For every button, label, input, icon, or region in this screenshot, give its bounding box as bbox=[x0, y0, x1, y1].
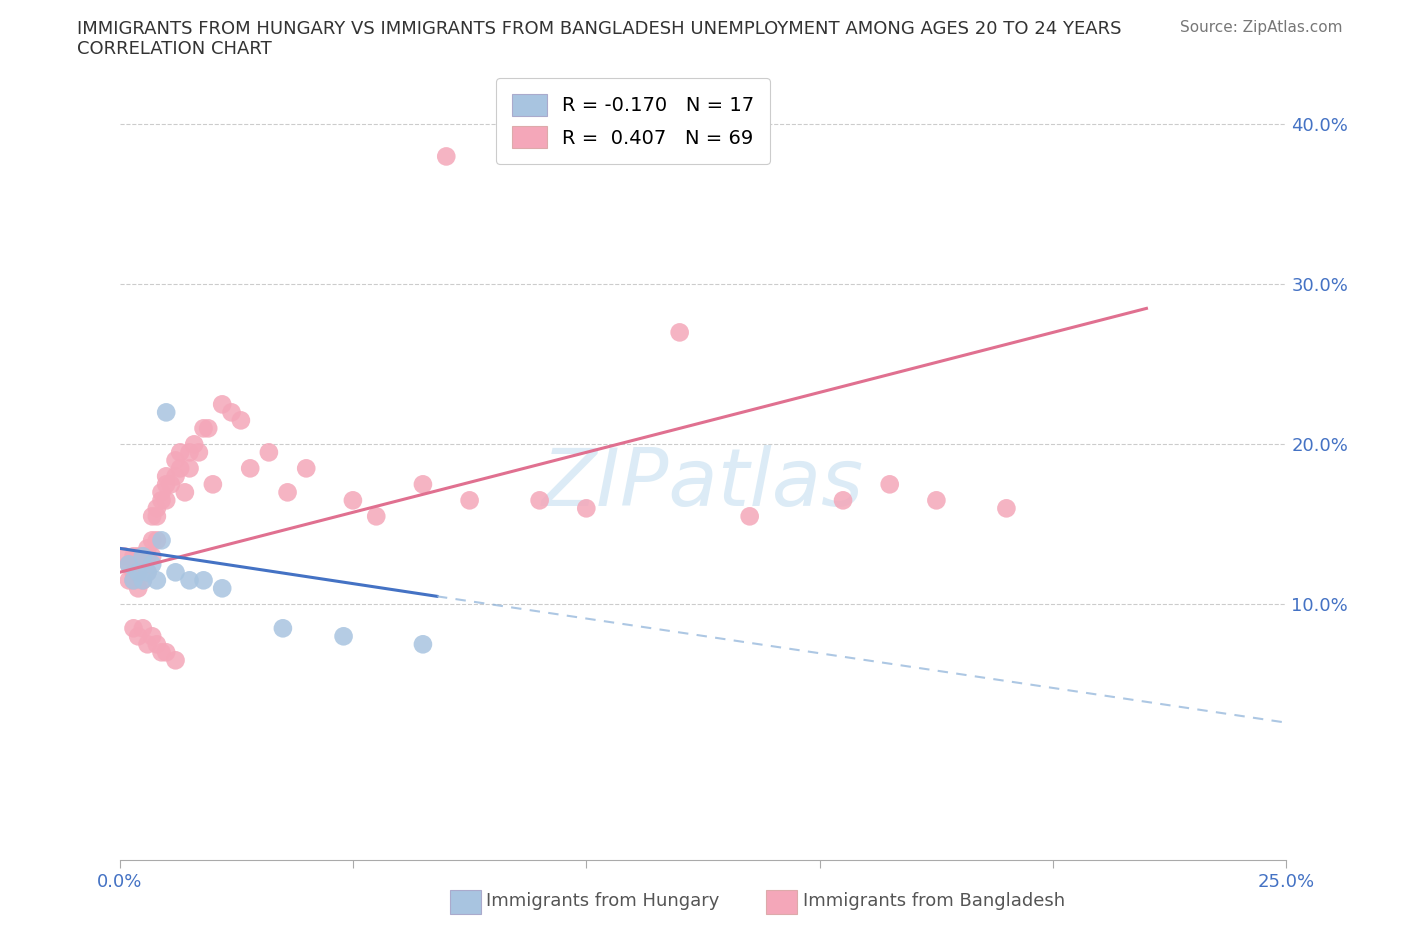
Point bbox=[155, 405, 177, 419]
Point bbox=[127, 629, 149, 644]
Text: CORRELATION CHART: CORRELATION CHART bbox=[77, 40, 273, 58]
Point bbox=[239, 461, 262, 476]
Point bbox=[879, 477, 901, 492]
Point bbox=[412, 637, 434, 652]
Point bbox=[179, 445, 201, 459]
Point bbox=[193, 573, 215, 588]
Point bbox=[211, 581, 233, 596]
Point bbox=[271, 621, 294, 636]
Point bbox=[118, 557, 141, 572]
Point bbox=[173, 485, 195, 499]
Point bbox=[112, 549, 135, 564]
Point bbox=[155, 644, 177, 659]
Text: Immigrants from Bangladesh: Immigrants from Bangladesh bbox=[803, 892, 1064, 910]
Point bbox=[529, 493, 551, 508]
Point bbox=[132, 573, 155, 588]
Point bbox=[412, 477, 434, 492]
Point bbox=[127, 581, 149, 596]
Point bbox=[332, 629, 354, 644]
Point bbox=[150, 533, 173, 548]
Point bbox=[169, 445, 191, 459]
Point bbox=[668, 325, 690, 339]
Point bbox=[925, 493, 948, 508]
Point bbox=[183, 437, 205, 452]
Text: IMMIGRANTS FROM HUNGARY VS IMMIGRANTS FROM BANGLADESH UNEMPLOYMENT AMONG AGES 20: IMMIGRANTS FROM HUNGARY VS IMMIGRANTS FR… bbox=[77, 20, 1122, 38]
Point bbox=[122, 573, 145, 588]
Point bbox=[366, 509, 388, 524]
Text: ZIPatlas: ZIPatlas bbox=[541, 445, 865, 524]
Point bbox=[342, 493, 364, 508]
Point bbox=[211, 397, 233, 412]
Point bbox=[193, 421, 215, 436]
Point bbox=[122, 549, 145, 564]
Point bbox=[132, 549, 155, 564]
Point bbox=[434, 149, 457, 164]
Point bbox=[141, 509, 163, 524]
Point bbox=[179, 461, 201, 476]
Point bbox=[127, 565, 149, 579]
Point bbox=[165, 469, 187, 484]
Text: Immigrants from Hungary: Immigrants from Hungary bbox=[486, 892, 720, 910]
Point bbox=[832, 493, 855, 508]
Point bbox=[155, 477, 177, 492]
Point bbox=[141, 549, 163, 564]
Point bbox=[132, 557, 155, 572]
Point bbox=[169, 461, 191, 476]
Point bbox=[146, 509, 169, 524]
Point bbox=[127, 549, 149, 564]
Point bbox=[165, 653, 187, 668]
Point bbox=[146, 637, 169, 652]
Point bbox=[127, 557, 149, 572]
Point bbox=[257, 445, 280, 459]
Point bbox=[146, 501, 169, 516]
Point bbox=[118, 557, 141, 572]
Point bbox=[155, 493, 177, 508]
Point bbox=[150, 493, 173, 508]
Point bbox=[136, 565, 159, 579]
Point bbox=[122, 621, 145, 636]
Point bbox=[122, 573, 145, 588]
Point bbox=[575, 501, 598, 516]
Point bbox=[132, 565, 155, 579]
Point bbox=[187, 445, 209, 459]
Point bbox=[277, 485, 299, 499]
Point bbox=[165, 565, 187, 579]
Point bbox=[136, 637, 159, 652]
Point bbox=[141, 629, 163, 644]
Point bbox=[132, 573, 155, 588]
Point bbox=[221, 405, 243, 419]
Point bbox=[141, 533, 163, 548]
Point bbox=[160, 477, 183, 492]
Text: Source: ZipAtlas.com: Source: ZipAtlas.com bbox=[1180, 20, 1343, 35]
Bar bbox=[766, 890, 797, 914]
Point bbox=[201, 477, 224, 492]
Point bbox=[122, 565, 145, 579]
Point bbox=[146, 573, 169, 588]
Point bbox=[146, 533, 169, 548]
Point bbox=[141, 557, 163, 572]
Point bbox=[150, 644, 173, 659]
Point bbox=[136, 541, 159, 556]
Point bbox=[136, 565, 159, 579]
Point bbox=[995, 501, 1018, 516]
Bar bbox=[450, 890, 481, 914]
Point bbox=[738, 509, 761, 524]
Point bbox=[132, 621, 155, 636]
Point bbox=[165, 453, 187, 468]
Legend: R = -0.170   N = 17, R =  0.407   N = 69: R = -0.170 N = 17, R = 0.407 N = 69 bbox=[496, 78, 770, 164]
Point bbox=[179, 573, 201, 588]
Point bbox=[132, 549, 155, 564]
Point bbox=[197, 421, 219, 436]
Point bbox=[150, 485, 173, 499]
Point bbox=[118, 573, 141, 588]
Point bbox=[458, 493, 481, 508]
Point bbox=[136, 549, 159, 564]
Point bbox=[295, 461, 318, 476]
Point bbox=[229, 413, 252, 428]
Point bbox=[155, 469, 177, 484]
